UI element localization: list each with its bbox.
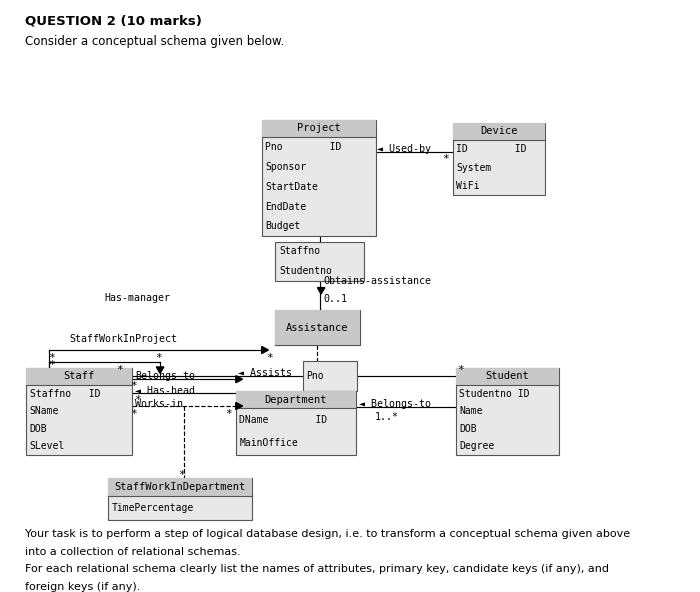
Text: Budget: Budget	[265, 221, 300, 231]
Text: 1..*: 1..*	[374, 413, 398, 423]
Text: Sponsor: Sponsor	[265, 162, 307, 172]
Text: Staffno   ID: Staffno ID	[29, 389, 100, 399]
Text: *: *	[225, 408, 232, 419]
Text: *: *	[134, 395, 141, 405]
Text: WiFi: WiFi	[456, 181, 480, 191]
Text: StartDate: StartDate	[265, 182, 318, 192]
Text: *: *	[48, 360, 55, 370]
Text: Student: Student	[485, 371, 529, 381]
Text: StaffWorkInDepartment: StaffWorkInDepartment	[115, 482, 246, 492]
Text: *: *	[457, 365, 464, 375]
Text: *: *	[48, 353, 55, 363]
Text: ID        ID: ID ID	[456, 144, 526, 155]
Polygon shape	[236, 403, 243, 410]
Text: into a collection of relational schemas.: into a collection of relational schemas.	[25, 546, 240, 556]
Bar	[452, 123, 545, 140]
Bar	[452, 123, 545, 195]
Text: Obtains-assistance: Obtains-assistance	[323, 276, 431, 286]
Bar	[303, 361, 357, 391]
Text: ◄ Used-by: ◄ Used-by	[377, 144, 431, 155]
Text: DOB: DOB	[29, 424, 47, 434]
Text: 0..1: 0..1	[323, 294, 347, 304]
Text: QUESTION 2 (10 marks): QUESTION 2 (10 marks)	[25, 15, 202, 28]
Text: *: *	[178, 471, 186, 481]
Text: *: *	[130, 381, 137, 391]
Text: Device: Device	[480, 126, 517, 136]
Text: *: *	[116, 365, 122, 375]
Text: Works-in: Works-in	[135, 398, 183, 408]
Polygon shape	[236, 376, 243, 382]
Text: System: System	[456, 163, 491, 173]
Text: StaffWorkInProject: StaffWorkInProject	[69, 334, 177, 344]
Text: *: *	[266, 353, 272, 363]
Bar	[456, 368, 559, 455]
Text: Project: Project	[297, 123, 340, 133]
Text: SLevel: SLevel	[29, 441, 65, 451]
Bar	[275, 242, 365, 281]
Bar	[262, 120, 376, 236]
Bar	[108, 478, 253, 520]
Bar	[236, 391, 356, 455]
Bar	[108, 478, 253, 496]
Text: TimePercentage: TimePercentage	[111, 503, 194, 513]
Bar	[26, 368, 132, 385]
Text: Staff: Staff	[63, 371, 94, 381]
Text: Pno: Pno	[307, 371, 324, 381]
Bar	[456, 368, 559, 385]
Text: Has-manager: Has-manager	[105, 292, 171, 303]
Polygon shape	[262, 346, 268, 353]
Text: Belongs-to: Belongs-to	[135, 371, 195, 381]
Bar	[262, 120, 376, 137]
Text: Your task is to perform a step of logical database design, i.e. to transform a c: Your task is to perform a step of logica…	[25, 529, 630, 539]
Text: DOB: DOB	[459, 424, 477, 434]
Text: Studentno ID: Studentno ID	[459, 389, 530, 399]
Text: Consider a conceptual schema given below.: Consider a conceptual schema given below…	[25, 35, 284, 48]
Bar	[275, 310, 360, 345]
Text: Studentno: Studentno	[279, 266, 332, 276]
Text: Pno        ID: Pno ID	[265, 142, 342, 152]
Text: *: *	[155, 353, 162, 363]
Text: Staffno: Staffno	[279, 246, 320, 256]
Text: For each relational schema clearly list the names of attributes, primary key, ca: For each relational schema clearly list …	[25, 564, 608, 574]
Text: Degree: Degree	[459, 441, 494, 451]
Text: *: *	[130, 408, 137, 419]
Text: Name: Name	[459, 406, 483, 416]
Polygon shape	[156, 367, 164, 374]
Text: SName: SName	[29, 406, 59, 416]
Bar	[236, 391, 356, 408]
Text: EndDate: EndDate	[265, 201, 307, 211]
Text: foreign keys (if any).: foreign keys (if any).	[25, 581, 140, 591]
Text: DName        ID: DName ID	[239, 415, 328, 425]
Text: ◄ Has-head: ◄ Has-head	[135, 386, 195, 396]
Bar	[26, 368, 132, 455]
Bar	[275, 310, 360, 345]
Polygon shape	[317, 288, 325, 294]
Text: Assistance: Assistance	[286, 323, 349, 333]
Text: Department: Department	[265, 395, 327, 404]
Text: ◄ Belongs-to: ◄ Belongs-to	[359, 399, 431, 409]
Text: *: *	[442, 154, 449, 163]
Text: ◄ Assists: ◄ Assists	[238, 368, 293, 378]
Text: MainOffice: MainOffice	[239, 438, 298, 448]
